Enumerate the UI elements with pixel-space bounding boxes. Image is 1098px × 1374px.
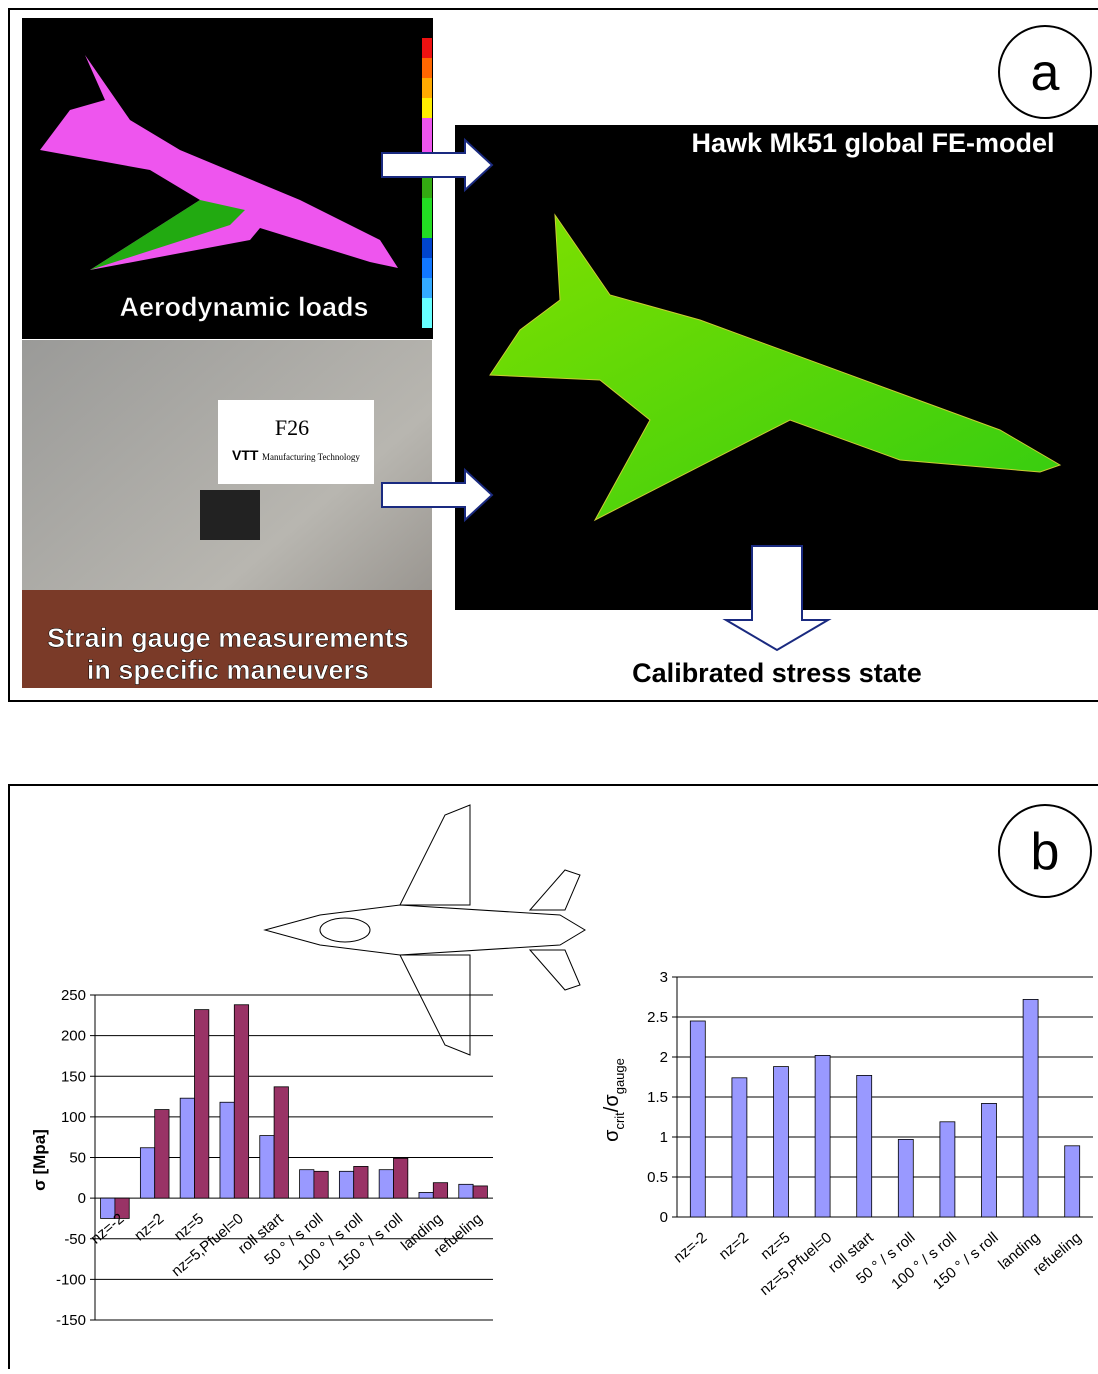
aero-caption: Aerodynamic loads <box>119 292 368 322</box>
vtt-logo: VTT <box>232 447 259 463</box>
y-tick-label: 0 <box>660 1209 668 1226</box>
bar <box>274 1087 288 1198</box>
y-tick-label: 2.5 <box>647 1009 668 1026</box>
y-axis-label-part: σ <box>601 1129 623 1142</box>
bar <box>433 1183 447 1198</box>
y-tick-label: 150 <box>61 1068 86 1085</box>
aircraft-sketch <box>265 805 585 1055</box>
x-tick-label: nz=2 <box>716 1229 752 1263</box>
bar <box>473 1186 487 1198</box>
bar <box>690 1021 705 1217</box>
bar <box>394 1158 408 1198</box>
y-tick-label: -100 <box>56 1271 86 1288</box>
bar <box>379 1170 393 1198</box>
y-tick-label: 1 <box>660 1129 668 1146</box>
y-tick-label: 3 <box>660 969 668 986</box>
tag-text: F26 <box>275 415 309 440</box>
y-axis-label-part: σ <box>601 1094 623 1107</box>
figure: Aerodynamic loads F26 VTT Manufacturing … <box>0 0 1098 1369</box>
bar <box>1023 999 1038 1217</box>
bar <box>195 1010 209 1199</box>
bar <box>815 1055 830 1217</box>
x-tick-label: nz=-2 <box>670 1229 710 1266</box>
bar <box>732 1078 747 1217</box>
bar <box>180 1098 194 1198</box>
bar <box>1065 1146 1080 1217</box>
bar <box>234 1005 248 1198</box>
y-tick-label: 50 <box>69 1150 86 1167</box>
bar <box>260 1136 274 1199</box>
bar <box>354 1166 368 1198</box>
y-tick-label: -50 <box>64 1231 86 1248</box>
bar <box>220 1102 234 1198</box>
y-tick-label: 250 <box>61 987 86 1004</box>
calibrated-caption: Calibrated stress state <box>632 658 922 688</box>
x-tick-label: nz=5,Pfuel=0 <box>757 1229 836 1299</box>
bar <box>300 1170 314 1198</box>
bar <box>982 1103 997 1217</box>
vtt-text: Manufacturing Technology <box>262 452 360 462</box>
gauge <box>200 490 260 540</box>
bar <box>140 1148 154 1198</box>
bar <box>339 1171 353 1198</box>
y-axis-label-part: crit <box>612 1112 627 1130</box>
y-tick-label: 1.5 <box>647 1089 668 1106</box>
panel-label: a <box>1031 44 1060 102</box>
bar <box>459 1184 473 1198</box>
bar <box>155 1110 169 1199</box>
bar <box>857 1075 872 1217</box>
bar <box>898 1139 913 1217</box>
tag-card <box>218 400 374 484</box>
y-tick-label: 100 <box>61 1109 86 1126</box>
colorbar <box>422 38 432 328</box>
y-tick-label: 0.5 <box>647 1169 668 1186</box>
y-axis-label-part: gauge <box>612 1058 627 1094</box>
y-tick-label: 200 <box>61 1028 86 1045</box>
y-axis-label: σ [Mpa] <box>30 1129 49 1191</box>
bar <box>940 1122 955 1217</box>
y-axis-label: σcrit/σgauge <box>601 1058 627 1142</box>
panel-label: b <box>1031 823 1060 881</box>
fe-caption: Hawk Mk51 global FE-model <box>691 128 1054 158</box>
bar <box>419 1192 433 1198</box>
bar <box>314 1171 328 1198</box>
y-tick-label: 2 <box>660 1049 668 1066</box>
y-tick-label: 0 <box>78 1190 86 1207</box>
y-tick-label: -150 <box>56 1312 86 1329</box>
bar <box>774 1067 789 1217</box>
